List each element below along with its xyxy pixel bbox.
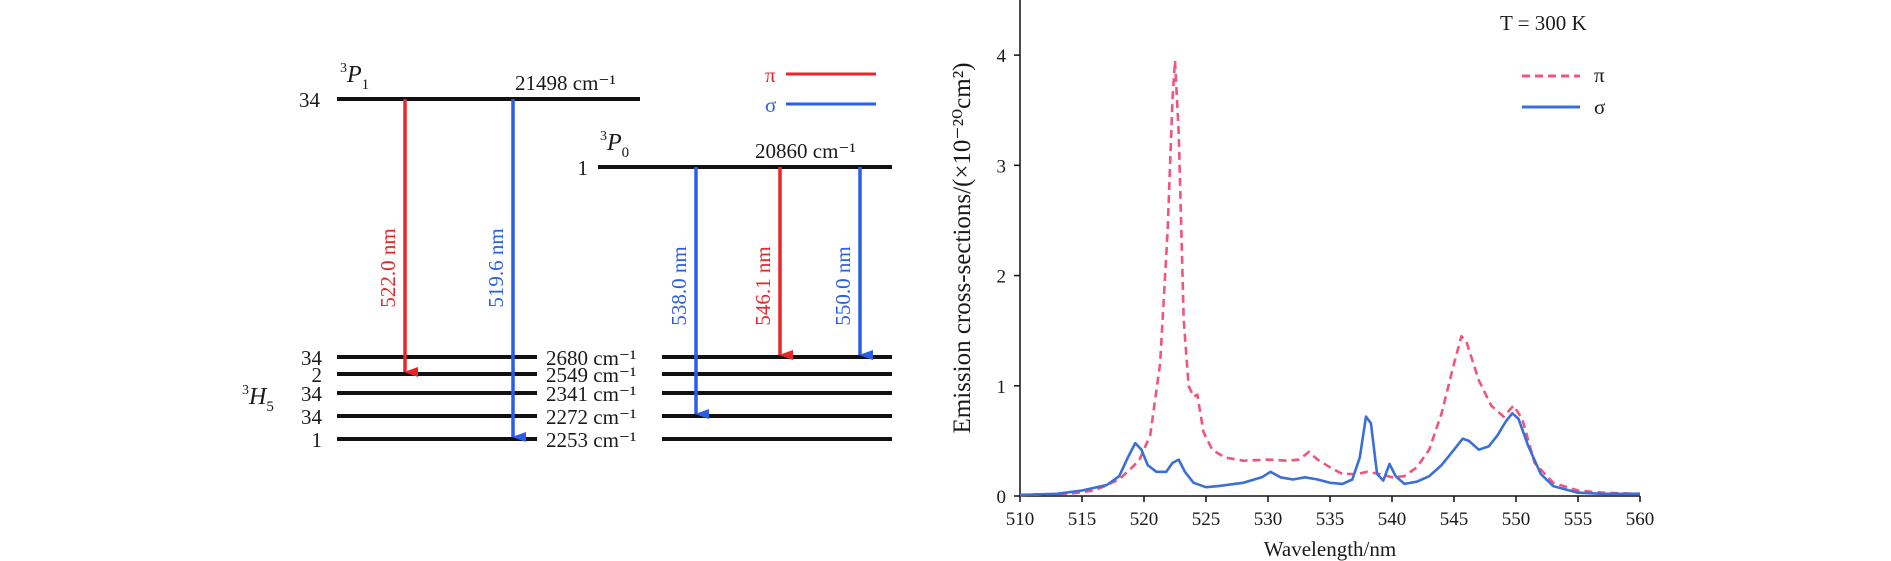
y-axis-title: Emission cross-sections/(×10⁻²⁰cm²)	[949, 62, 976, 433]
level-3p1: 34 3P1 21498 cm⁻¹	[299, 61, 640, 112]
y-tick-label: 0	[997, 487, 1007, 508]
transition-label: 519.6 nm	[484, 228, 508, 307]
series-group	[1019, 59, 1641, 497]
x-tick-label: 520	[1130, 509, 1159, 530]
transition-label: 546.1 nm	[751, 246, 775, 325]
energy-level-diagram: 34 3P1 21498 cm⁻¹ 1 3P0 20860 cm⁻¹ 3H5 3…	[242, 61, 892, 452]
h5-sublevel-energy: 2272 cm⁻¹	[546, 405, 636, 429]
level-3p0-degeneracy: 1	[578, 156, 589, 180]
transition-label: 538.0 nm	[667, 246, 691, 325]
legend-sigma-text: σ	[1594, 95, 1605, 119]
transitions: 522.0 nm 519.6 nm 538.0 nm 546.1 nm 550.0 nm	[376, 99, 873, 442]
emission-spectrum-chart: 510 515 520 525 530 535 540 545 550 555 560 01234 …	[949, 0, 1654, 561]
transition-label: 522.0 nm	[376, 228, 400, 307]
level-3p0-term: 3P0	[600, 129, 629, 161]
legend-pi-text: π	[1594, 63, 1605, 87]
y-tick-label: 2	[997, 267, 1007, 288]
diagram-legend: π σ	[765, 63, 876, 117]
y-ticks: 0 1 2 3 4	[997, 46, 1020, 508]
chart-legend: T = 300 K π σ	[1500, 11, 1605, 119]
legend-sigma-label: σ	[765, 93, 776, 117]
level-3p1-energy: 21498 cm⁻¹	[515, 71, 616, 95]
x-tick-label: 535	[1316, 509, 1345, 530]
transition-label: 550.0 nm	[831, 246, 855, 325]
legend-pi-label: π	[765, 63, 776, 87]
x-tick-label: 525	[1192, 509, 1221, 530]
h5-sublevel-degeneracy: 34	[301, 382, 323, 406]
h5-sublevel-degeneracy: 34	[301, 405, 323, 429]
x-tick-label: 545	[1440, 509, 1469, 530]
h5-sublevel-degeneracy: 2	[312, 363, 323, 387]
series-sigma-line	[1019, 411, 1640, 497]
x-tick-label: 515	[1068, 509, 1097, 530]
y-tick-label: 4	[997, 46, 1007, 67]
h5-sublevel-degeneracy: 1	[312, 428, 323, 452]
h5-sublevel-energy: 2253 cm⁻¹	[546, 428, 636, 452]
x-tick-label: 530	[1254, 509, 1283, 530]
level-3h5-term: 3H5	[242, 383, 274, 415]
legend-title: T = 300 K	[1500, 11, 1587, 35]
y-tick-label: 1	[997, 377, 1007, 398]
level-3h5: 3H5 34 2680 cm⁻¹ 2 2549 cm⁻¹ 34 2341 cm⁻¹ 34 22…	[242, 346, 892, 452]
x-axis-title: Wavelength/nm	[1264, 537, 1396, 561]
level-3p1-term: 3P1	[340, 61, 369, 93]
h5-sublevel-energy: 2341 cm⁻¹	[546, 382, 636, 406]
level-3p0: 1 3P0 20860 cm⁻¹	[578, 129, 892, 180]
x-tick-label: 555	[1564, 509, 1593, 530]
h5-sublevel-energy: 2549 cm⁻¹	[546, 363, 636, 387]
series-pi-line	[1019, 59, 1641, 497]
x-tick-label: 550	[1502, 509, 1531, 530]
h5-sublevel-energy: 2680 cm⁻¹	[546, 346, 636, 370]
level-3p0-energy: 20860 cm⁻¹	[755, 139, 856, 163]
level-3p1-degeneracy: 34	[299, 88, 321, 112]
x-tick-label: 560	[1626, 509, 1655, 530]
h5-sublevel-degeneracy: 34	[301, 346, 323, 370]
y-tick-label: 3	[997, 156, 1007, 177]
x-tick-label: 510	[1006, 509, 1035, 530]
x-tick-label: 540	[1378, 509, 1407, 530]
x-ticks: 510 515 520 525 530 535 540 545 550 555 560	[1006, 496, 1655, 530]
